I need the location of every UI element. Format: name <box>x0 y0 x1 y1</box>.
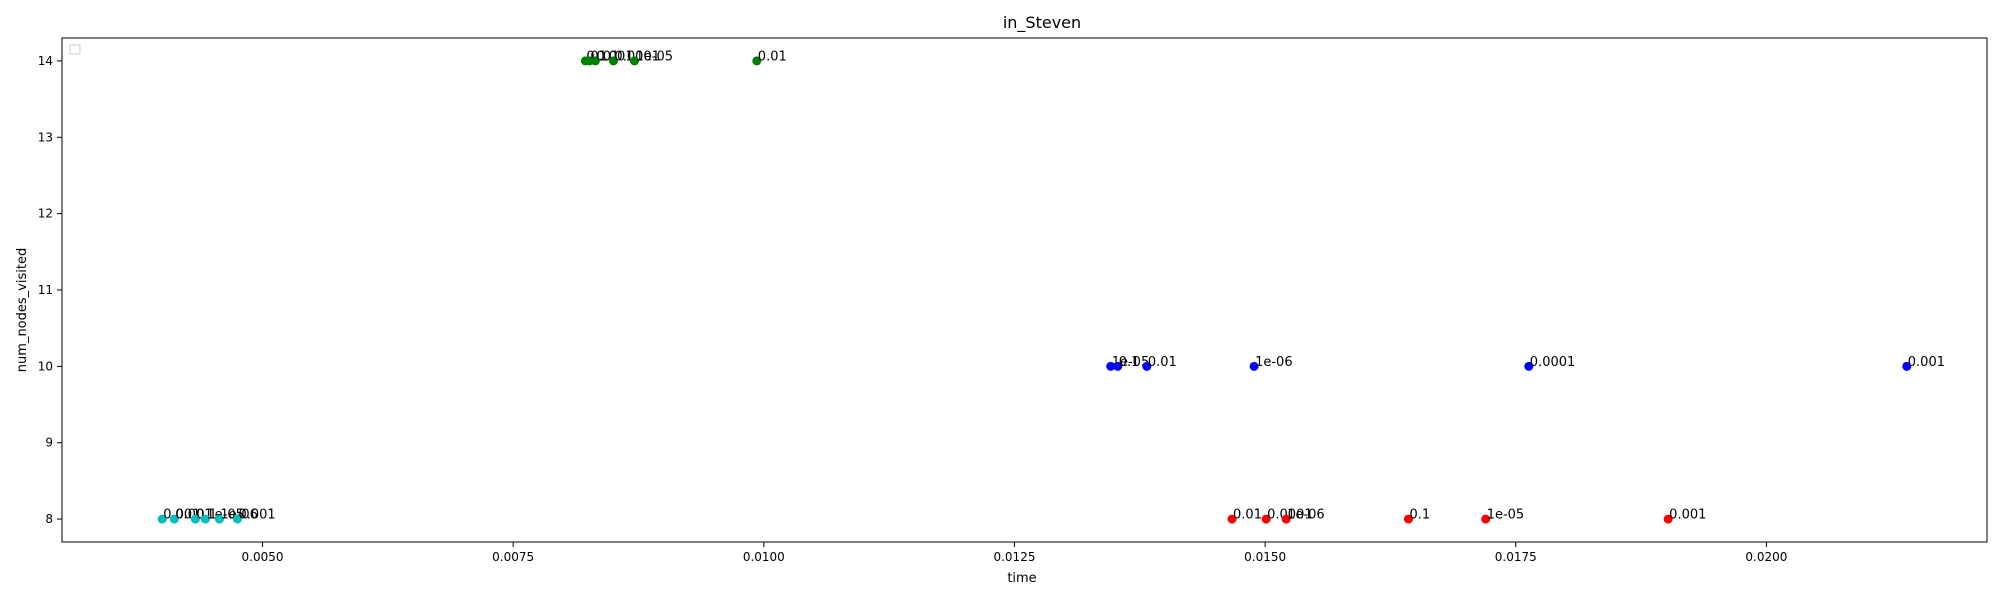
y-tick-label: 9 <box>45 436 53 450</box>
plot-area: 0.0050 0.0075 0.0100 0.0125 0.0150 0.0175 0.02… <box>38 37 1988 564</box>
data-point <box>608 56 618 66</box>
data-label: 0.001 <box>1908 355 1945 370</box>
x-tick-label: 0.0050 <box>242 550 284 564</box>
data-label: 0.0001 <box>1530 355 1576 370</box>
data-label: 1e-06 <box>1255 355 1293 370</box>
data-label: 0.0001 <box>614 49 660 64</box>
data-point <box>190 514 200 524</box>
data-point <box>1902 361 1912 371</box>
y-tick-label: 11 <box>38 283 53 297</box>
data-label: 0.01 <box>1148 355 1177 370</box>
data-point <box>157 514 167 524</box>
data-point <box>629 56 639 66</box>
data-point <box>1403 514 1413 524</box>
data-point <box>1281 514 1291 524</box>
data-point <box>1663 514 1673 524</box>
y-axis-label: num_nodes_visited <box>15 248 30 372</box>
data-label: 0.01 <box>758 49 787 64</box>
data-label: 0.1 <box>1119 355 1140 370</box>
x-tick-label: 0.0175 <box>1495 550 1537 564</box>
data-label: 0.1 <box>1409 508 1430 523</box>
data-label: 1e-05 <box>635 49 673 64</box>
y-tick-label: 8 <box>45 512 53 526</box>
x-tick-label: 0.0100 <box>743 550 785 564</box>
y-tick-label: 13 <box>38 130 53 144</box>
data-point <box>1524 361 1534 371</box>
data-point <box>1106 361 1116 371</box>
y-tick-label: 12 <box>38 207 53 221</box>
data-point <box>169 514 179 524</box>
data-label: 0.001 <box>238 508 275 523</box>
x-tick-label: 0.0150 <box>1244 550 1286 564</box>
data-point <box>214 514 224 524</box>
data-point <box>1142 361 1152 371</box>
x-tick-label: 0.0125 <box>993 550 1035 564</box>
y-tick-label: 10 <box>38 359 53 373</box>
data-point <box>1249 361 1259 371</box>
data-point <box>232 514 242 524</box>
x-tick-label: 0.0200 <box>1745 550 1787 564</box>
data-label: 1e-05 <box>1487 508 1525 523</box>
data-label: 0.001 <box>1669 508 1706 523</box>
data-point <box>1113 361 1123 371</box>
data-label: 0.01 <box>1233 508 1262 523</box>
data-point <box>1261 514 1271 524</box>
data-point <box>590 56 600 66</box>
data-point <box>1227 514 1237 524</box>
data-point <box>1481 514 1491 524</box>
chart-title: in_Steven <box>1003 13 1081 33</box>
data-point <box>752 56 762 66</box>
x-axis-label: time <box>1007 571 1036 586</box>
data-label: 0.0001 <box>1267 508 1313 523</box>
legend-box <box>69 44 81 55</box>
y-tick-label: 14 <box>38 54 53 68</box>
data-point <box>200 514 210 524</box>
x-tick-label: 0.0075 <box>492 550 534 564</box>
data-label: 1e-06 <box>1287 508 1325 523</box>
